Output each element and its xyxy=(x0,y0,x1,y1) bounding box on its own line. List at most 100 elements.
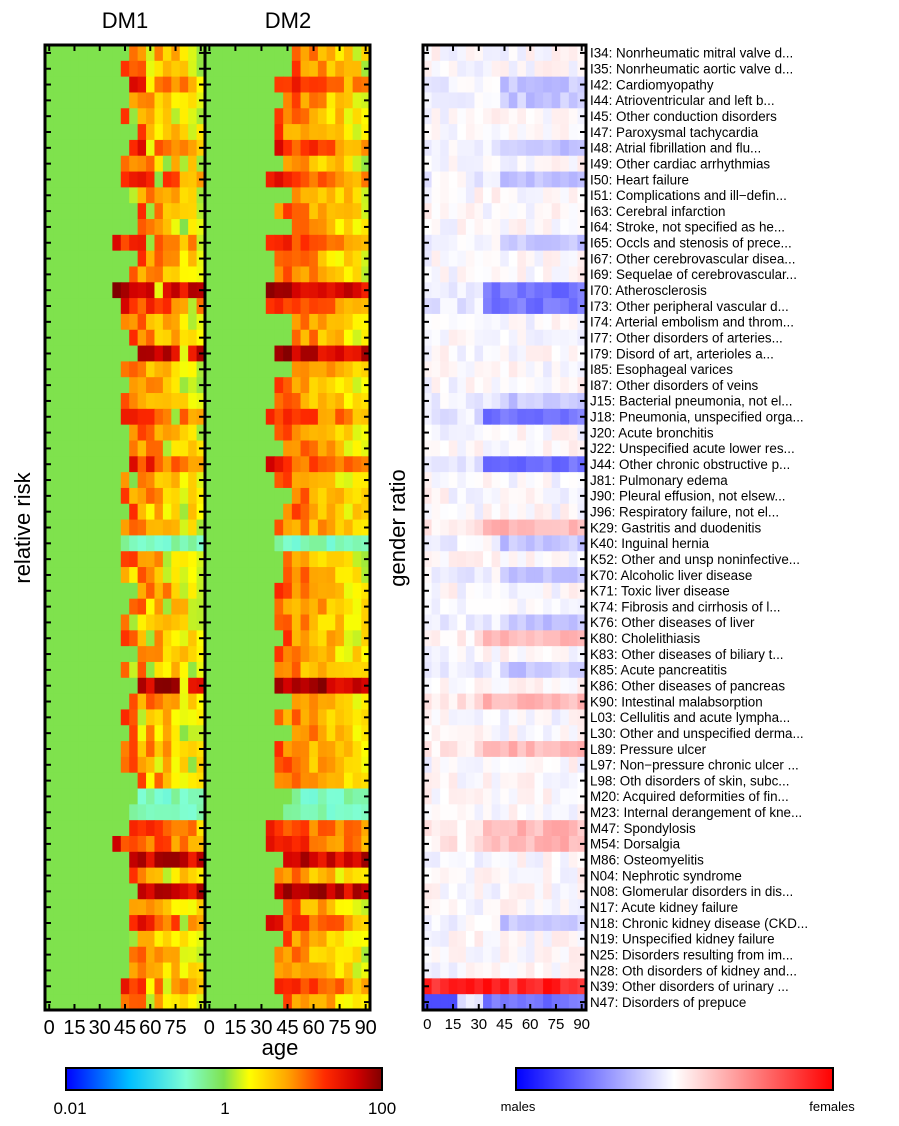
gr-cell xyxy=(448,978,458,995)
gr-cell xyxy=(560,266,570,283)
gr-cell xyxy=(525,171,536,188)
dm2-cell xyxy=(239,424,250,442)
dm2-cell xyxy=(343,661,354,679)
gr-cell xyxy=(500,329,510,347)
gr-cell xyxy=(534,60,544,78)
dm1-cell xyxy=(103,424,113,442)
dm1-cell xyxy=(179,487,189,505)
row-label: K83: Other diseases of biliary t... xyxy=(590,647,784,662)
gr-cell xyxy=(448,519,458,537)
gr-cell xyxy=(500,756,510,774)
dm2-cell xyxy=(326,551,336,568)
dm1-cell xyxy=(171,456,181,473)
dm1-cell xyxy=(137,551,147,568)
dm2-cell xyxy=(326,899,336,916)
gr-cell xyxy=(525,899,536,916)
dm1-cell xyxy=(61,915,71,932)
dm1-cell xyxy=(137,835,147,853)
dm2-cell xyxy=(239,345,250,362)
dm1-cell xyxy=(53,598,63,616)
gr-cell xyxy=(517,108,527,125)
dm1-cell xyxy=(146,962,156,979)
dm2-cell xyxy=(300,250,310,268)
dm2-cell xyxy=(326,440,336,457)
dm1-cell xyxy=(78,614,88,631)
dm1-cell xyxy=(171,867,181,885)
gr-cell xyxy=(543,76,553,94)
dm2-cell xyxy=(265,962,276,979)
dm2-cell xyxy=(335,377,345,394)
dm2-cell xyxy=(231,519,241,537)
gr-cell xyxy=(568,45,579,62)
row-label: K71: Toxic liver disease xyxy=(590,584,730,599)
dm1-cell xyxy=(87,693,97,711)
gr-cell xyxy=(448,677,458,695)
dm1-cell xyxy=(188,551,198,568)
dm1-cell xyxy=(129,203,139,220)
dm2-cell xyxy=(231,266,241,283)
dm1-cell xyxy=(154,92,164,109)
dm1-cell xyxy=(87,994,97,1011)
dm2-cell xyxy=(283,250,293,268)
gr-cell xyxy=(440,930,450,948)
gr-cell xyxy=(517,124,527,141)
dm1-cell xyxy=(188,820,198,837)
dm1-x-tick-label: 0 xyxy=(44,1017,55,1039)
gr-cell xyxy=(483,456,493,473)
dm1-cell xyxy=(162,677,172,695)
gr-cell xyxy=(551,741,561,758)
dm1-cell xyxy=(70,741,80,758)
dm2-cell xyxy=(326,994,336,1011)
dm1-cell xyxy=(171,139,181,157)
dm1-cell xyxy=(95,661,105,679)
gr-cell xyxy=(465,313,476,331)
dm1-cell xyxy=(188,219,198,236)
dm2-cell xyxy=(222,440,232,457)
gr-cell xyxy=(440,171,450,188)
dm2-cell xyxy=(248,377,258,394)
gr-cell xyxy=(483,361,493,378)
dm1-cell xyxy=(53,756,63,774)
dm1-cell xyxy=(61,440,71,457)
gr-cell xyxy=(474,835,484,853)
dm2-cell xyxy=(248,282,258,299)
dm2-cell xyxy=(283,693,293,711)
dm1-cell xyxy=(53,456,63,473)
dm1-cell xyxy=(95,851,105,869)
dm1-cell xyxy=(78,946,88,964)
dm1-cell xyxy=(53,76,63,94)
gr-cell xyxy=(440,598,450,616)
dm2-x-tick-label: 60 xyxy=(302,1017,324,1039)
dm2-cell xyxy=(335,503,345,521)
gr-cell xyxy=(525,456,536,473)
dm2-cell xyxy=(257,851,267,869)
dm1-cell xyxy=(154,219,164,236)
dm2-cell xyxy=(213,677,223,695)
gr-cell xyxy=(474,772,484,790)
gr-cell xyxy=(543,361,553,378)
dm2-cell xyxy=(248,630,258,647)
gr-cell xyxy=(543,820,553,837)
dm2-cell xyxy=(265,472,276,489)
dm2-cell xyxy=(335,250,345,268)
gr-cell xyxy=(543,930,553,948)
dm1-cell xyxy=(53,867,63,885)
dm1-cell xyxy=(103,108,113,125)
gr-cell xyxy=(465,725,476,742)
dm1-cell xyxy=(162,92,172,109)
dm2-cell xyxy=(317,108,328,125)
dm2-cell xyxy=(265,930,276,948)
gr-cell xyxy=(448,804,458,821)
dm1-cell xyxy=(61,994,71,1011)
dm1-cell xyxy=(103,519,113,537)
dm1-cell xyxy=(103,677,113,695)
dm2-cell xyxy=(300,899,310,916)
dm2-cell xyxy=(343,741,354,758)
dm2-cell xyxy=(257,930,267,948)
dm1-cell xyxy=(112,915,122,932)
dm1-cell xyxy=(78,630,88,647)
dm1-cell xyxy=(154,266,164,283)
dm2-cell xyxy=(335,234,345,252)
dm2-cell xyxy=(343,867,354,885)
dm1-cell xyxy=(95,487,105,505)
